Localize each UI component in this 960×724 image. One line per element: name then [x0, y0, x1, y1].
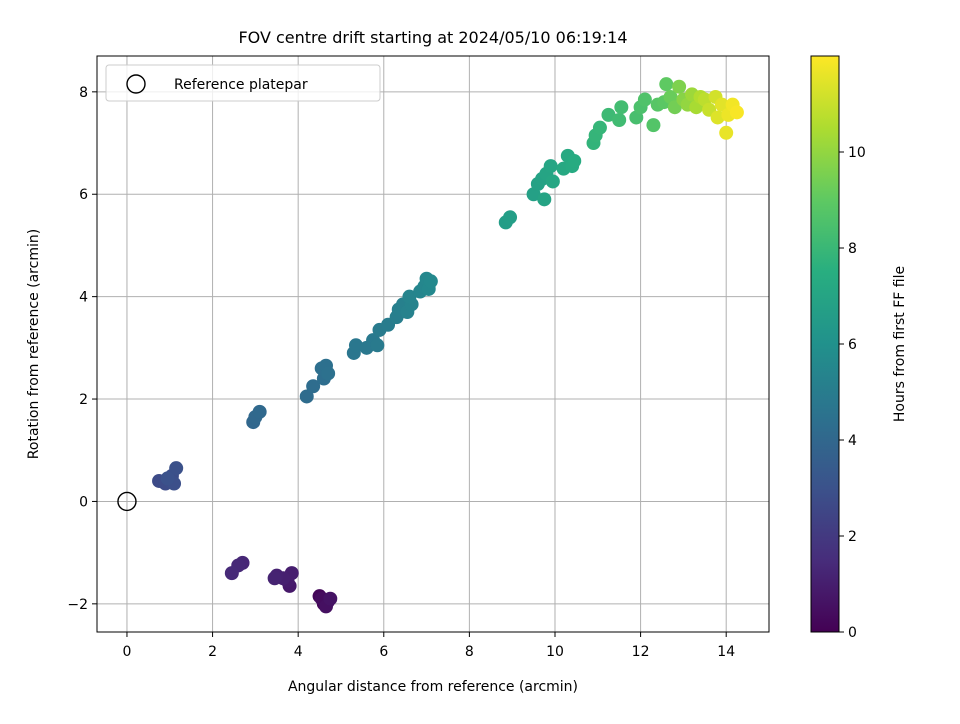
data-point [224, 566, 239, 581]
data-point [714, 97, 729, 112]
data-point [537, 192, 552, 207]
data-points [152, 77, 744, 614]
legend: Reference platepar [105, 64, 381, 102]
data-point [160, 471, 175, 486]
x-tick-label: 10 [546, 644, 564, 660]
colorbar-label: Hours from first FF file [892, 266, 908, 422]
colorbar-tick-label: 8 [848, 241, 857, 257]
data-point [592, 120, 607, 135]
data-point [402, 289, 417, 304]
data-point [601, 107, 616, 122]
data-point [348, 338, 363, 353]
colorbar: 0 2 4 6 8 10 Hours from first FF file [810, 55, 908, 641]
colorbar-tick-label: 10 [848, 145, 866, 161]
data-point [646, 118, 661, 133]
plot-frame [96, 55, 770, 633]
colorbar-tick-label: 6 [848, 337, 857, 353]
data-point [612, 113, 627, 127]
data-point [567, 153, 582, 168]
data-point [672, 79, 687, 94]
data-point [614, 100, 629, 115]
x-axis-ticks: 0 2 4 6 8 10 12 14 [123, 632, 735, 660]
x-axis-label: Angular distance from reference (arcmin) [288, 679, 578, 695]
data-point [710, 110, 725, 125]
y-axis-ticks: −2 0 2 4 6 8 [67, 85, 97, 613]
data-point [323, 591, 338, 606]
x-tick-label: 4 [294, 644, 303, 660]
reference-platepar-marker [117, 491, 137, 512]
data-point [169, 461, 184, 476]
y-tick-label: 8 [79, 85, 88, 101]
colorbar-tick-label: 4 [848, 433, 857, 449]
colorbar-ticks: 0 2 4 6 8 10 [839, 145, 866, 641]
data-point [252, 404, 267, 419]
chart-title: FOV centre drift starting at 2024/05/10 … [238, 28, 627, 47]
data-point [370, 338, 385, 353]
legend-box [105, 64, 381, 102]
data-point [267, 571, 282, 586]
data-point [637, 92, 652, 107]
x-tick-label: 0 [123, 644, 132, 660]
data-point [306, 379, 321, 394]
y-tick-label: 0 [79, 494, 88, 510]
y-tick-label: 2 [79, 392, 88, 408]
data-point [423, 274, 438, 289]
x-tick-label: 14 [717, 644, 735, 660]
y-axis-label: Rotation from reference (arcmin) [26, 229, 42, 459]
x-tick-label: 12 [632, 644, 650, 660]
y-tick-label: 4 [79, 290, 88, 306]
data-point [543, 159, 558, 174]
x-tick-label: 2 [208, 644, 217, 660]
data-point [321, 366, 336, 381]
legend-label: Reference platepar [174, 77, 308, 93]
colorbar-tick-label: 0 [848, 625, 857, 641]
y-tick-label: −2 [67, 597, 88, 613]
data-point [729, 105, 744, 120]
data-point [299, 389, 314, 404]
x-tick-label: 8 [465, 644, 474, 660]
colorbar-tick-label: 2 [848, 529, 857, 545]
x-tick-label: 6 [379, 644, 388, 660]
data-point [659, 77, 674, 92]
y-tick-label: 6 [79, 187, 88, 203]
colorbar-gradient [810, 55, 840, 633]
data-point [719, 125, 734, 140]
legend-marker [126, 74, 146, 94]
grid-lines [97, 56, 769, 632]
data-point [545, 174, 560, 189]
data-point [503, 210, 518, 225]
